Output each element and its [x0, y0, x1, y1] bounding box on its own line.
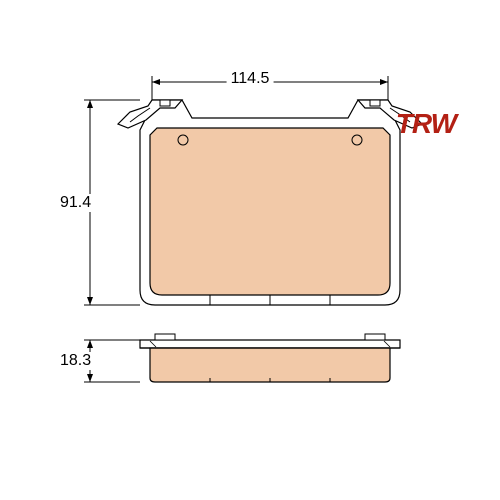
dim-height-label: 91.4 [56, 194, 95, 212]
dim-width-label: 114.5 [227, 70, 274, 88]
brake-pad-side-view [140, 334, 400, 382]
brand-logo: TRW [396, 108, 456, 140]
brake-pad-front-view [118, 100, 422, 305]
dim-thickness-label: 18.3 [56, 352, 95, 370]
clip-left [118, 100, 182, 128]
